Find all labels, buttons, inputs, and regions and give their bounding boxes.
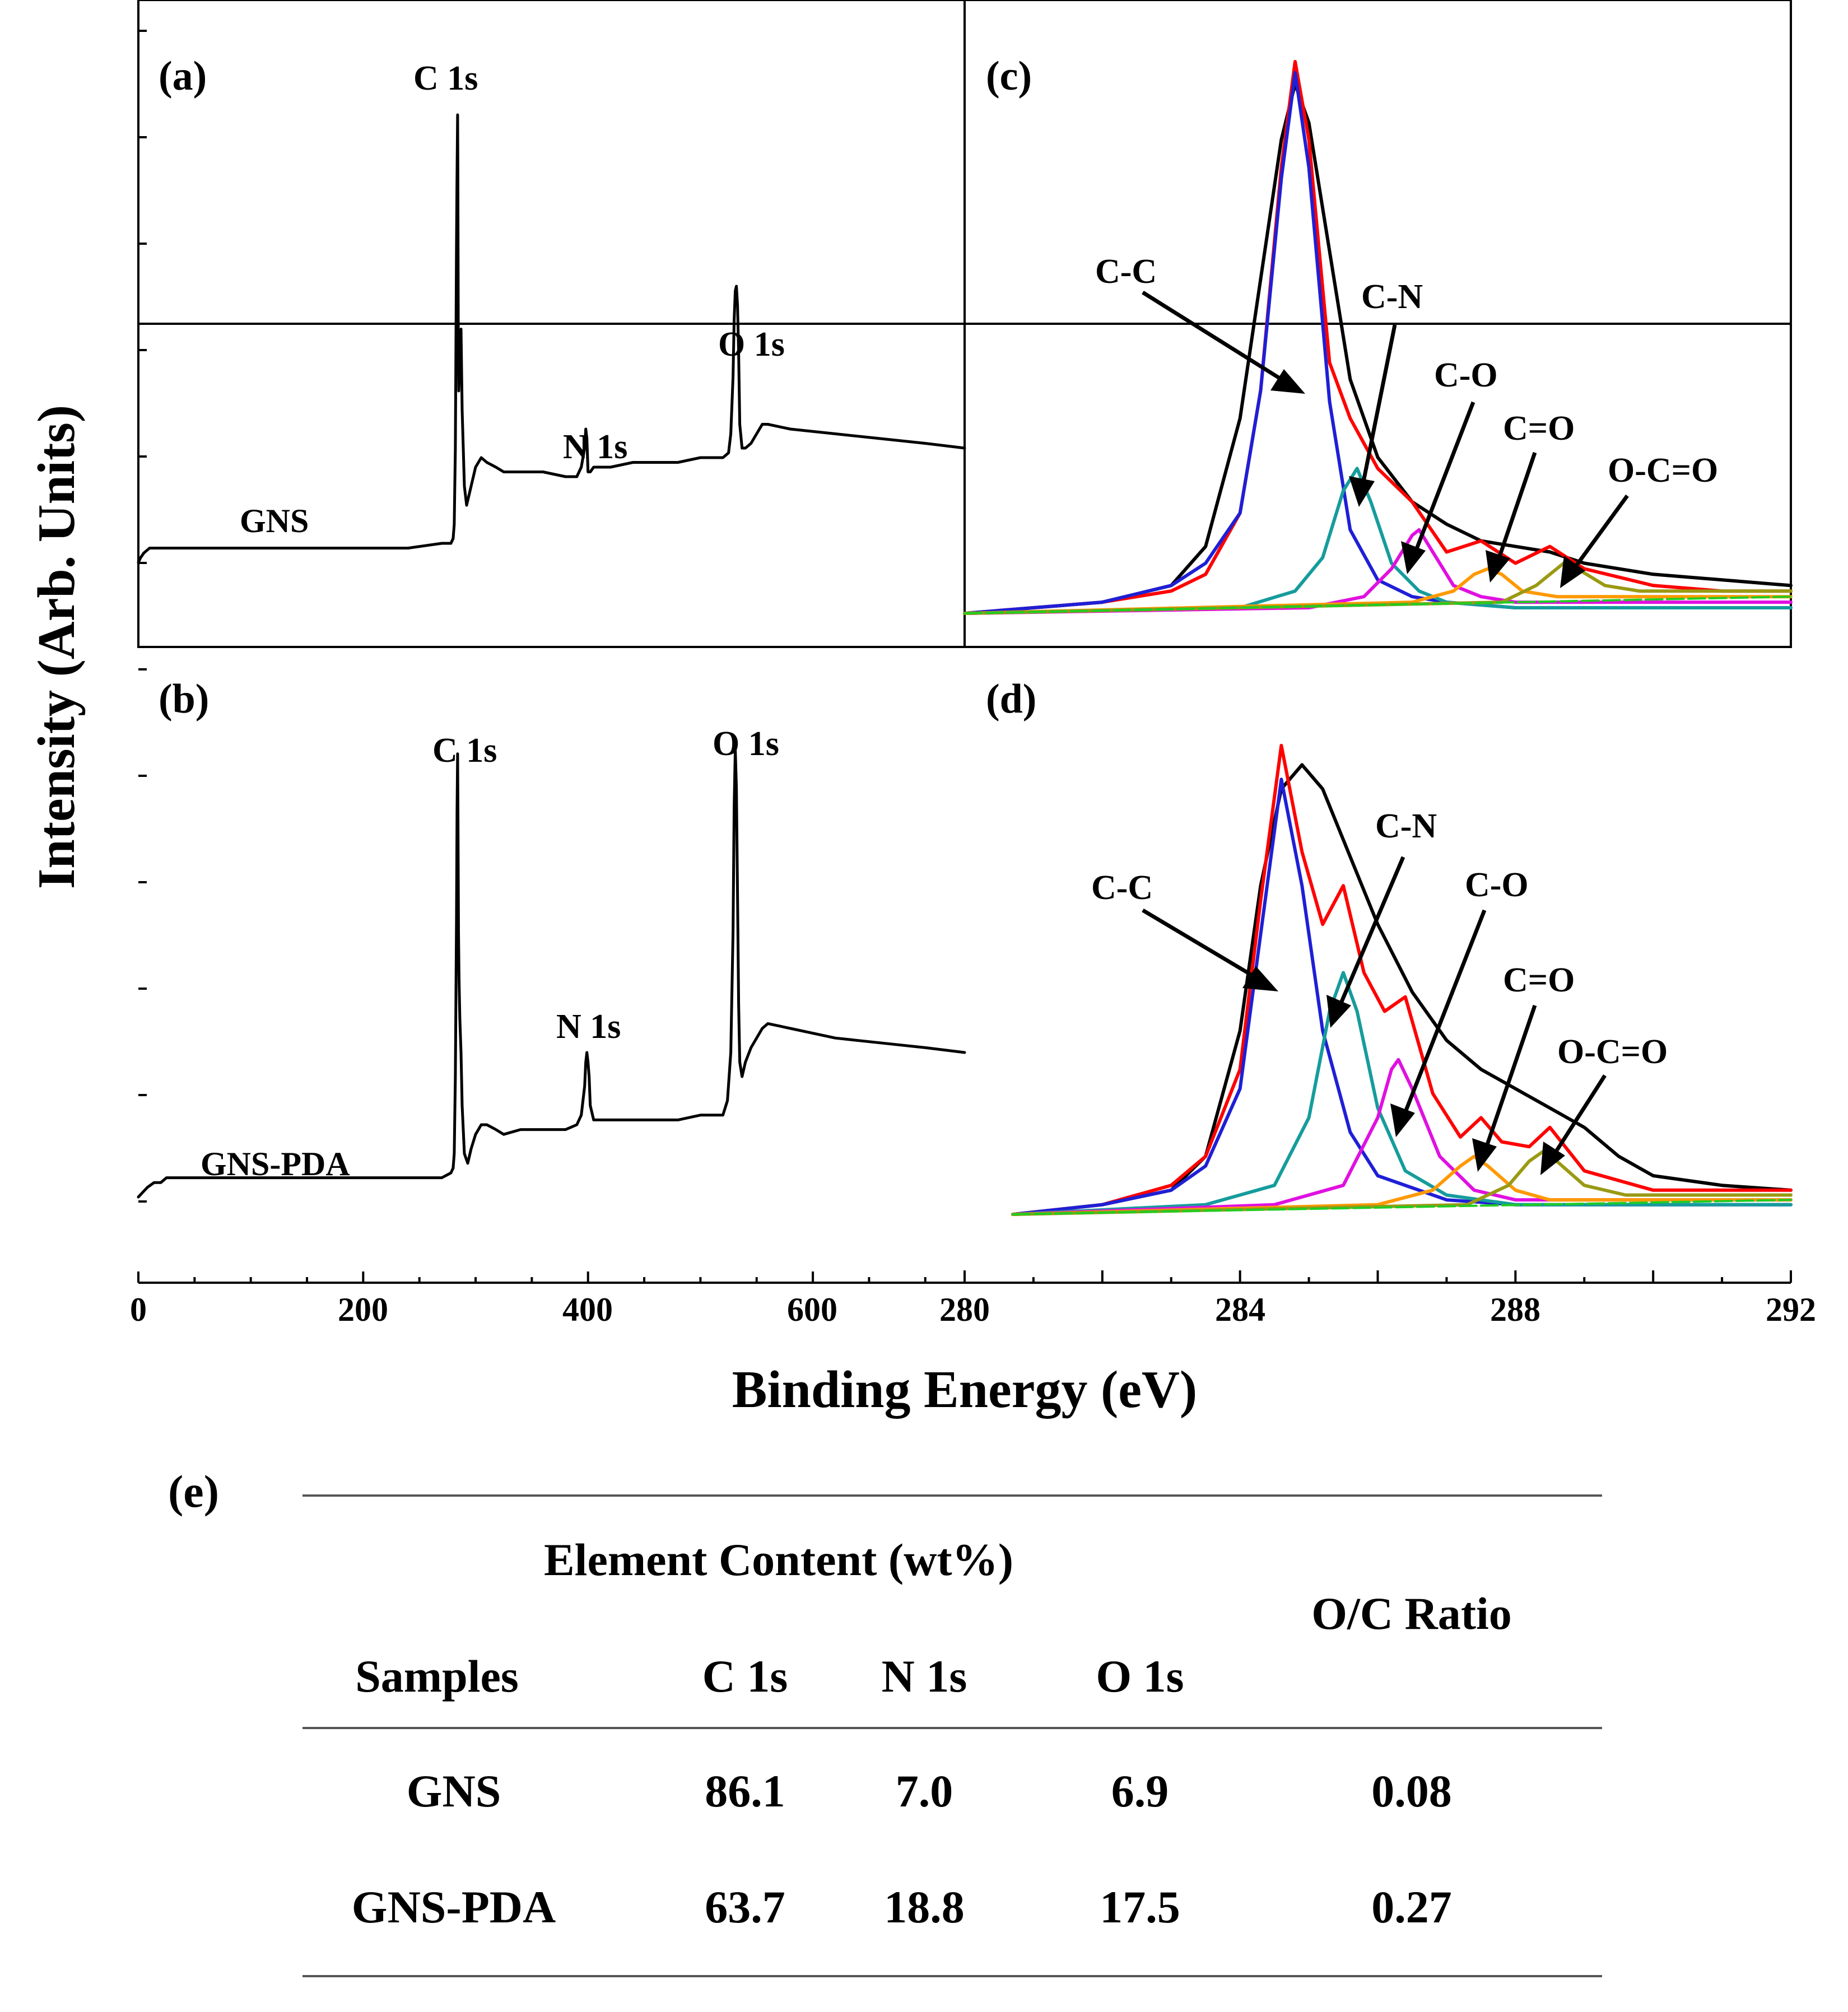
arrow-d-cc — [1142, 908, 1262, 982]
arrow-c-cc — [1142, 291, 1290, 385]
arrow-c-oceqo — [1570, 494, 1629, 574]
arrow-d-oceqo — [1550, 1074, 1607, 1159]
table-col-n1s: N 1s — [882, 1651, 967, 1702]
peak-label-a-c1s: C 1s — [413, 59, 478, 97]
series-line-c-o — [963, 528, 1793, 615]
comp-label-d-cn: C-N — [1375, 807, 1437, 845]
series-line-envelope — [1011, 743, 1793, 1216]
arrow-head-d-co — [1390, 1103, 1415, 1137]
arrow-d-co — [1401, 909, 1487, 1119]
arrow-c-ceqo — [1495, 451, 1537, 566]
series-line-raw-data — [1011, 763, 1793, 1216]
comp-label-d-cc: C-C — [1091, 869, 1153, 907]
table-row: GNS 86.1 7.0 6.9 0.08 — [407, 1766, 1452, 1817]
panel-b-survey-gns-pda — [137, 747, 966, 1199]
arrow-head-d-ceqo — [1472, 1138, 1497, 1172]
comp-label-d-oceqo: O-C=O — [1557, 1033, 1668, 1071]
table-col-samples: Samples — [355, 1651, 519, 1702]
arrow-d-ceqo — [1482, 1004, 1537, 1154]
peak-label-b-o1s: O 1s — [713, 725, 779, 763]
table-col-o1s: O 1s — [1096, 1651, 1184, 1702]
series-line-envelope — [963, 60, 1793, 615]
series-line-background — [963, 595, 1792, 614]
panel-label-b: (b) — [159, 676, 209, 722]
table-cell-oc-ratio: 0.08 — [1371, 1766, 1452, 1817]
series-line-gns-survey — [137, 113, 966, 564]
panel-label-a: (a) — [159, 53, 207, 99]
comp-label-c-oceqo: O-C=O — [1608, 451, 1718, 490]
comp-label-c-ceqo: C=O — [1503, 409, 1575, 448]
tick-label-400: 400 — [562, 1291, 613, 1328]
arrow-head-d-cn — [1326, 995, 1351, 1028]
table-cell-c1s: 86.1 — [705, 1766, 785, 1817]
comp-label-d-ceqo: C=O — [1503, 961, 1575, 999]
peak-label-b-n1s: N 1s — [556, 1008, 621, 1046]
table-cell-n1s: 7.0 — [896, 1766, 953, 1817]
comp-label-c-cn: C-N — [1361, 278, 1423, 316]
sample-label-b: GNS-PDA — [201, 1145, 350, 1182]
arrow-head-c-oceqo — [1560, 556, 1585, 588]
axis-ticks — [137, 30, 1792, 1284]
tick-label-288: 288 — [1490, 1291, 1540, 1328]
table-col-c1s: C 1s — [702, 1651, 788, 1702]
annotation-arrows — [1142, 291, 1629, 1175]
table-cell-sample: GNS — [407, 1766, 501, 1817]
table-panel-label: (e) — [168, 1466, 219, 1517]
table-row: GNS-PDA 63.7 18.8 17.5 0.27 — [352, 1881, 1452, 1932]
tick-label-0: 0 — [130, 1291, 147, 1328]
series-line-gns-pda-survey — [137, 747, 966, 1199]
tick-label-600: 600 — [787, 1291, 837, 1328]
table-cell-c1s: 63.7 — [705, 1881, 785, 1932]
peak-label-a-o1s: O 1s — [718, 325, 785, 364]
arrow-head-c-cc — [1270, 369, 1305, 394]
table-group-header: Element Content (wt%) — [544, 1534, 1013, 1585]
peak-label-b-c1s: C 1s — [432, 732, 497, 770]
arrow-head-c-co — [1401, 541, 1426, 574]
tick-label-280: 280 — [939, 1291, 990, 1328]
tick-label-200: 200 — [338, 1291, 388, 1328]
x-axis-title: Binding Energy (eV) — [732, 1361, 1197, 1419]
panel-label-d: (d) — [986, 676, 1036, 722]
arrow-head-c-ceqo — [1486, 550, 1510, 583]
series-line-c-c — [1011, 777, 1793, 1216]
series-line-raw-data — [963, 82, 1793, 615]
table-cell-o1s: 17.5 — [1100, 1881, 1180, 1932]
comp-label-c-co: C-O — [1434, 356, 1498, 394]
table-cell-o1s: 6.9 — [1111, 1766, 1169, 1817]
arrow-d-cn — [1337, 856, 1405, 1009]
series-line-c-o — [1011, 1154, 1793, 1216]
y-axis-title: Intensity (Arb. Units) — [27, 405, 86, 889]
arrow-head-d-oceqo — [1540, 1142, 1565, 1175]
arrow-head-d-cc — [1242, 966, 1278, 991]
table-cell-oc-ratio: 0.27 — [1371, 1881, 1452, 1932]
panel-a-survey-gns — [137, 113, 966, 564]
arrow-c-co — [1412, 401, 1475, 556]
comp-label-c-cc: C-C — [1095, 253, 1157, 291]
comp-label-d-co: C-O — [1465, 866, 1529, 904]
table-cell-sample: GNS-PDA — [352, 1881, 556, 1932]
series-line-c-c — [963, 71, 1793, 615]
tick-label-284: 284 — [1215, 1291, 1265, 1328]
peak-label-a-n1s: N 1s — [563, 428, 627, 466]
table-cell-n1s: 18.8 — [884, 1881, 965, 1932]
series-line-c-n — [1011, 971, 1793, 1216]
tick-label-292: 292 — [1766, 1291, 1816, 1328]
panel-c-c1s-gns — [963, 60, 1793, 615]
arrow-head-c-cn — [1349, 476, 1375, 507]
series-line-c-o — [963, 567, 1793, 615]
arrow-c-cn — [1360, 324, 1397, 488]
sample-label-a: GNS — [240, 502, 309, 539]
panel-label-c: (c) — [986, 53, 1032, 99]
table-ratio-header: O/C Ratio — [1311, 1588, 1512, 1639]
series-line-background — [1012, 1199, 1792, 1215]
